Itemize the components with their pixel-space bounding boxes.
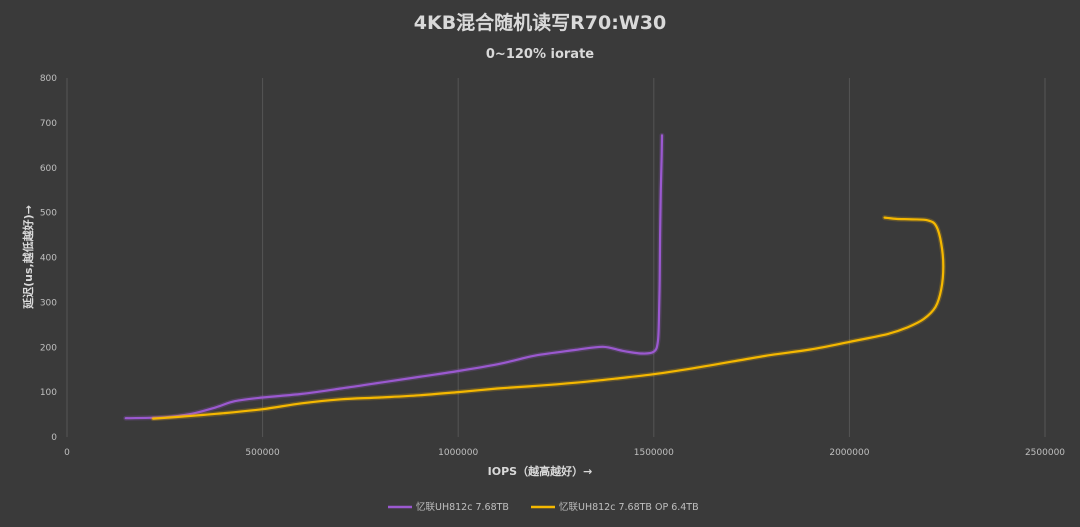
x-axis-label: IOPS（越高越好）→ (488, 464, 593, 478)
y-tick-label: 500 (40, 209, 57, 219)
x-tick-label: 2500000 (1025, 448, 1065, 458)
x-tick-label: 2000000 (829, 448, 869, 458)
chart-subtitle: 0~120% iorate (486, 47, 594, 62)
y-tick-label: 200 (40, 343, 57, 353)
x-axis-ticks: 0 500000 1000000 1500000 2000000 2500000 (64, 448, 1065, 458)
series-2-glow (150, 215, 946, 422)
y-tick-label: 600 (40, 164, 57, 174)
legend-label-series-2: 忆联UH812c 7.68TB OP 6.4TB (559, 501, 699, 513)
y-tick-label: 0 (51, 433, 57, 443)
y-tick-label: 800 (40, 74, 57, 84)
y-tick-label: 700 (40, 119, 57, 129)
x-tick-label: 0 (64, 448, 70, 458)
x-tick-label: 1500000 (634, 448, 674, 458)
y-tick-label: 300 (40, 298, 57, 308)
series-lines (123, 132, 946, 422)
chart-title: 4KB混合随机读写R70:W30 (414, 11, 667, 34)
y-tick-label: 100 (40, 388, 57, 398)
x-tick-label: 500000 (245, 448, 280, 458)
y-tick-label: 400 (40, 254, 57, 264)
series-1-line (124, 134, 664, 420)
series-1-glow (123, 132, 665, 421)
y-axis-label: 延迟(us,越低越好)→ (21, 205, 35, 310)
x-tick-label: 1000000 (438, 448, 478, 458)
legend-label-series-1: 忆联UH812c 7.68TB (416, 501, 509, 513)
y-axis-ticks: 0 100 200 300 400 500 600 700 800 (40, 74, 57, 443)
series-2-line (152, 216, 945, 420)
grid-lines (66, 78, 1046, 437)
legend: 忆联UH812c 7.68TB 忆联UH812c 7.68TB OP 6.4TB (388, 501, 699, 513)
